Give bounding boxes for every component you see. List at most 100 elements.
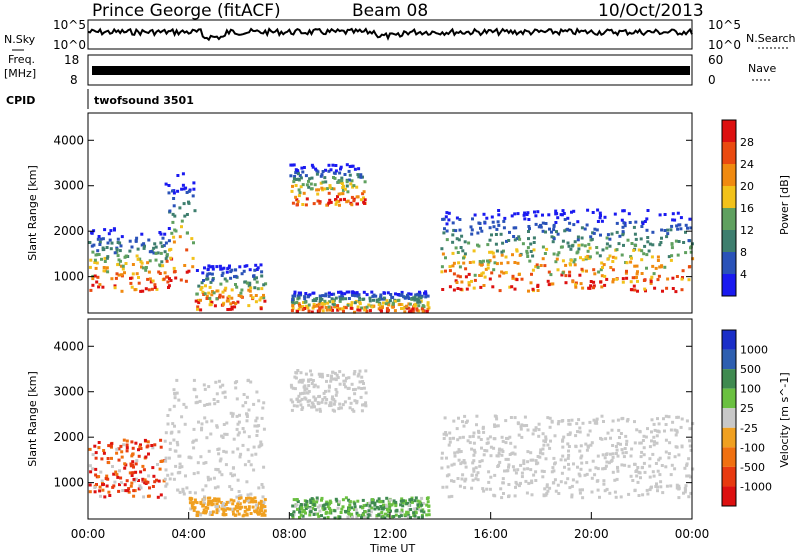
power-cell bbox=[337, 192, 341, 196]
velocity-cell bbox=[614, 495, 618, 499]
power-cell bbox=[356, 308, 360, 312]
power-cell bbox=[467, 281, 471, 285]
power-cell bbox=[315, 304, 319, 308]
velocity-cell bbox=[293, 375, 297, 379]
power-cell bbox=[176, 189, 180, 193]
power-cell bbox=[636, 279, 639, 283]
power-cell bbox=[311, 165, 315, 169]
velocity-cell bbox=[594, 466, 598, 470]
power-cell bbox=[534, 214, 538, 218]
power-cell bbox=[142, 246, 146, 250]
velocity-cell bbox=[655, 482, 658, 486]
velocity-cell bbox=[593, 473, 597, 477]
velocity-cell bbox=[498, 460, 502, 464]
power-cell bbox=[385, 299, 389, 303]
power-cell bbox=[657, 274, 661, 278]
velocity-cell bbox=[568, 422, 572, 426]
velocity-cell bbox=[634, 470, 638, 473]
power-cell bbox=[343, 197, 346, 201]
velocity-cell bbox=[351, 408, 355, 412]
power-cell bbox=[568, 270, 572, 274]
velocity-cell bbox=[296, 369, 300, 372]
velocity-cell bbox=[241, 427, 245, 430]
colorbar-swatch bbox=[722, 142, 736, 164]
power-panel-frame bbox=[87, 112, 693, 314]
power-cell bbox=[215, 289, 219, 293]
power-cell bbox=[676, 253, 680, 257]
power-cell bbox=[380, 309, 383, 313]
xtick-label: 00:00 bbox=[675, 527, 710, 541]
power-cell bbox=[203, 292, 207, 296]
power-cell bbox=[98, 283, 102, 287]
power-cell bbox=[297, 296, 301, 300]
velocity-cell bbox=[256, 506, 260, 510]
velocity-cell bbox=[176, 488, 180, 492]
power-cell bbox=[511, 253, 514, 257]
colorbar-swatch bbox=[722, 120, 736, 142]
power-cell bbox=[229, 270, 233, 274]
velocity-cell bbox=[231, 509, 235, 513]
velocity-cell bbox=[300, 408, 304, 411]
power-cell bbox=[158, 263, 162, 267]
velocity-cell bbox=[455, 427, 459, 431]
velocity-cell bbox=[318, 409, 322, 413]
power-cell bbox=[643, 244, 647, 248]
velocity-cell bbox=[463, 479, 467, 483]
velocity-cell bbox=[485, 487, 489, 491]
xtick-label: 12:00 bbox=[373, 527, 408, 541]
power-cell bbox=[377, 303, 381, 307]
velocity-cell bbox=[338, 370, 342, 374]
power-cell bbox=[484, 267, 488, 271]
velocity-cell bbox=[579, 467, 583, 471]
velocity-cell bbox=[305, 499, 309, 503]
velocity-cell bbox=[193, 500, 197, 504]
colorbar-tick-label: 25 bbox=[740, 402, 754, 415]
velocity-cell bbox=[196, 471, 200, 475]
power-cell bbox=[353, 294, 357, 298]
power-cell bbox=[653, 286, 657, 290]
power-cell bbox=[455, 237, 459, 241]
velocity-cell bbox=[200, 422, 204, 426]
power-cell bbox=[144, 287, 148, 291]
velocity-cell bbox=[107, 444, 111, 448]
power-cell bbox=[330, 292, 334, 296]
power-cell bbox=[687, 265, 691, 269]
power-cell bbox=[386, 291, 390, 295]
velocity-cell bbox=[168, 408, 172, 412]
power-cell bbox=[534, 222, 538, 226]
velocity-cell bbox=[249, 380, 253, 384]
power-cell bbox=[494, 242, 498, 246]
velocity-cell bbox=[311, 506, 315, 510]
power-cell bbox=[100, 257, 103, 261]
velocity-cell bbox=[338, 382, 342, 386]
colorbar-swatch bbox=[722, 349, 736, 370]
velocity-cell bbox=[195, 501, 199, 505]
power-cell bbox=[687, 278, 691, 282]
velocity-cell bbox=[250, 453, 254, 457]
velocity-cell bbox=[375, 515, 379, 519]
velocity-cell bbox=[341, 498, 345, 502]
velocity-cell bbox=[516, 468, 520, 472]
power-cell bbox=[310, 176, 314, 180]
velocity-cell bbox=[307, 384, 311, 388]
velocity-cell bbox=[237, 431, 241, 435]
power-cell bbox=[299, 176, 303, 180]
velocity-cell bbox=[128, 471, 132, 475]
velocity-cell bbox=[600, 414, 604, 418]
power-cell bbox=[507, 239, 511, 242]
velocity-cell bbox=[238, 413, 241, 417]
velocity-cell bbox=[670, 463, 674, 467]
power-cell bbox=[576, 238, 580, 242]
velocity-cell bbox=[99, 494, 102, 498]
power-cell bbox=[89, 288, 93, 292]
velocity-cell bbox=[540, 469, 544, 473]
power-cell bbox=[608, 237, 612, 241]
velocity-cell bbox=[673, 467, 677, 471]
power-cell bbox=[491, 220, 495, 224]
power-cell bbox=[377, 297, 381, 301]
power-cell bbox=[547, 213, 551, 217]
velocity-cell bbox=[482, 489, 486, 493]
freq-left-tick-bottom: 8 bbox=[70, 73, 78, 87]
power-cell bbox=[530, 272, 533, 276]
power-cell bbox=[295, 198, 299, 202]
